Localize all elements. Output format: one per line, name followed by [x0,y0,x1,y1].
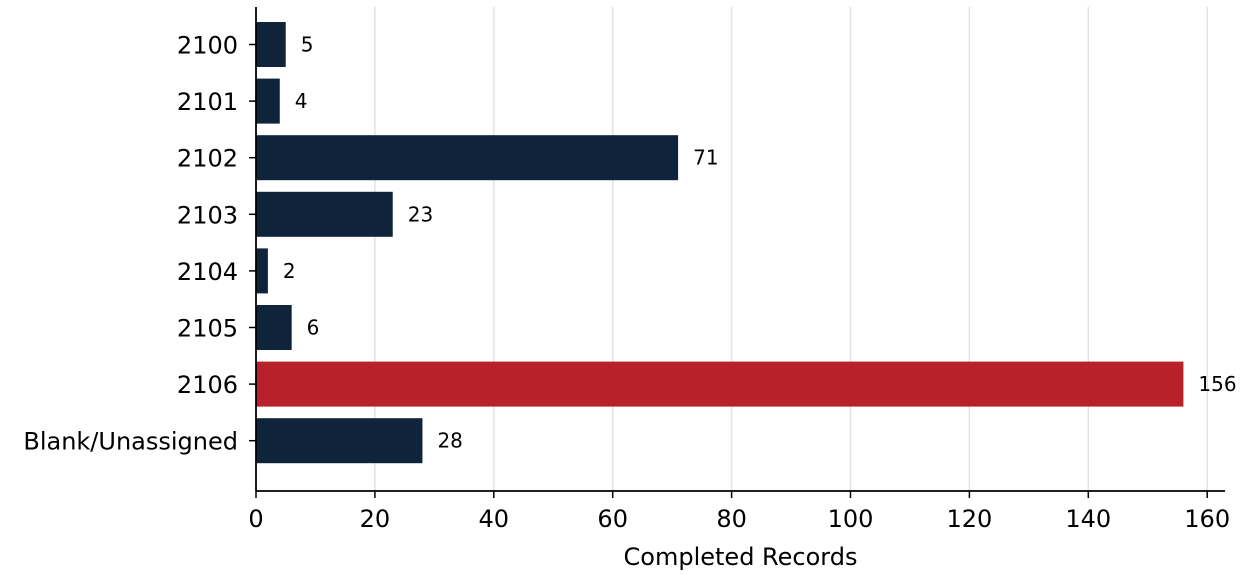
x-tick-label-20: 20 [360,505,391,533]
data-label-2105: 6 [307,316,320,340]
data-label-2106: 156 [1198,372,1236,396]
gridlines [374,7,1208,491]
data-label-2102: 71 [693,146,718,170]
bar-2104 [256,248,268,294]
bar-2106 [256,361,1184,407]
data-label-2104: 2 [283,259,296,283]
x-tick-label-100: 100 [828,505,874,533]
bar-2102 [256,135,679,181]
bar-2100 [256,22,286,67]
data-label-2100: 5 [301,33,314,57]
y-tick-label-2105: 2105 [177,315,238,343]
bar-2103 [256,191,393,237]
bar-blank-unassigned [256,418,423,464]
x-tick-label-0: 0 [248,505,263,533]
y-tick-label-2106: 2106 [177,371,238,399]
x-axis-ticks: 0 20 40 60 80 100 120 140 160 [248,491,1230,533]
bar-2101 [256,78,280,124]
y-tick-label-2104: 2104 [177,258,238,286]
data-label-2103: 23 [408,202,433,226]
x-axis-title: Completed Records [624,543,858,571]
x-tick-label-120: 120 [946,505,992,533]
data-label-blank-unassigned: 28 [437,429,462,453]
y-tick-label-2102: 2102 [177,145,238,173]
bar-2105 [256,305,292,350]
x-tick-label-40: 40 [479,505,510,533]
y-tick-label-2100: 2100 [177,32,238,60]
x-tick-label-80: 80 [716,505,747,533]
y-tick-label-2103: 2103 [177,201,238,229]
x-tick-label-140: 140 [1065,505,1111,533]
bars [256,22,1184,464]
axes [255,7,1226,492]
data-label-2101: 4 [295,89,308,113]
x-tick-label-60: 60 [597,505,628,533]
y-tick-label-2101: 2101 [177,88,238,116]
data-labels: 5 4 71 23 2 6 156 28 [283,33,1237,453]
x-tick-label-160: 160 [1184,505,1230,533]
y-tick-label-blank-unassigned: Blank/Unassigned [23,428,238,456]
y-axis-ticks: 2100 2101 2102 2103 2104 2105 2106 Blank/Unassi… [23,32,256,456]
